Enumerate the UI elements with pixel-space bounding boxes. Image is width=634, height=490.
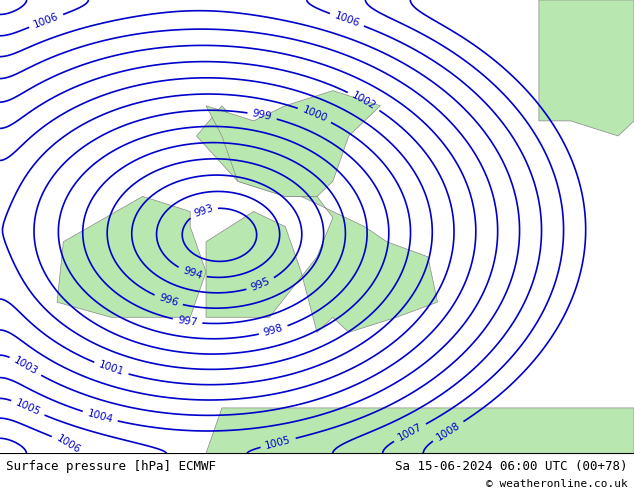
Text: 1000: 1000: [301, 105, 328, 124]
Text: © weatheronline.co.uk: © weatheronline.co.uk: [486, 480, 628, 490]
Polygon shape: [206, 408, 634, 453]
Text: 998: 998: [262, 323, 284, 338]
Text: 1008: 1008: [434, 420, 462, 442]
Text: 1006: 1006: [32, 11, 60, 30]
Text: 997: 997: [177, 315, 198, 328]
Polygon shape: [539, 0, 634, 136]
Text: 994: 994: [181, 266, 204, 281]
Text: 1004: 1004: [86, 408, 114, 425]
Polygon shape: [57, 196, 206, 317]
Text: 1005: 1005: [14, 398, 42, 417]
Text: 996: 996: [157, 293, 179, 309]
Text: 1007: 1007: [396, 422, 424, 443]
Text: Surface pressure [hPa] ECMWF: Surface pressure [hPa] ECMWF: [6, 460, 216, 473]
Text: 1003: 1003: [11, 355, 39, 377]
Text: 999: 999: [252, 109, 273, 122]
Text: 1001: 1001: [97, 360, 126, 378]
Text: 1005: 1005: [264, 435, 292, 451]
Text: 1006: 1006: [55, 433, 82, 455]
Polygon shape: [206, 91, 380, 196]
Text: 993: 993: [192, 203, 214, 219]
Text: 995: 995: [250, 276, 272, 293]
Polygon shape: [197, 106, 437, 332]
Text: 1006: 1006: [333, 10, 361, 29]
Text: Sa 15-06-2024 06:00 UTC (00+78): Sa 15-06-2024 06:00 UTC (00+78): [395, 460, 628, 473]
Text: 1002: 1002: [350, 90, 378, 112]
